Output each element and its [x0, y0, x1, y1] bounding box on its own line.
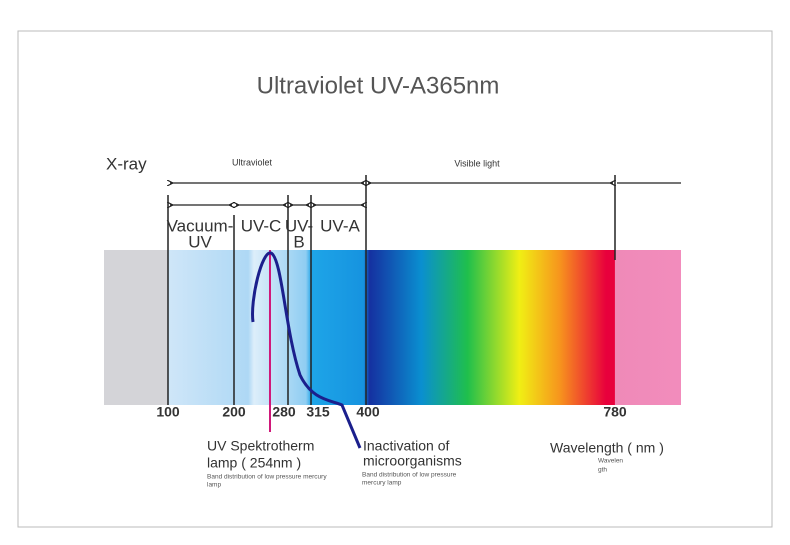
label: B: [293, 232, 304, 251]
label: UV-: [285, 216, 313, 235]
note: lamp: [207, 482, 221, 489]
axis-label: 280: [272, 404, 296, 420]
title: Ultraviolet UV-A365nm: [257, 72, 500, 99]
axis-label: 780: [603, 404, 627, 420]
note: mercury lamp: [362, 480, 402, 487]
axis-label: 400: [356, 404, 380, 420]
annotation: Inactivation of: [363, 438, 449, 454]
label: Vacuum-: [167, 216, 234, 235]
note: gth: [598, 467, 607, 474]
lines: [168, 175, 681, 449]
axis-label: 200: [222, 404, 246, 420]
note: Band distribution of low pressure: [362, 472, 457, 479]
label: UV-A: [320, 216, 360, 235]
label: Visible light: [454, 158, 500, 168]
annotation: microorganisms: [363, 453, 462, 469]
note: Wavelen: [598, 458, 623, 465]
note: Band distribution of low pressure mercur…: [207, 474, 327, 481]
annotation: lamp ( 254nm ): [207, 455, 301, 471]
label: UV-C: [241, 216, 282, 235]
label: UV: [188, 232, 212, 251]
axis-label: 315: [306, 404, 330, 420]
label: X-ray: [106, 154, 147, 173]
frame: [17, 30, 773, 528]
annotation: UV Spektrotherm: [207, 438, 314, 454]
label: Ultraviolet: [232, 157, 273, 167]
annotation: Wavelength ( nm ): [550, 440, 664, 456]
axis-label: 100: [156, 404, 180, 420]
spectrum: [104, 250, 681, 405]
